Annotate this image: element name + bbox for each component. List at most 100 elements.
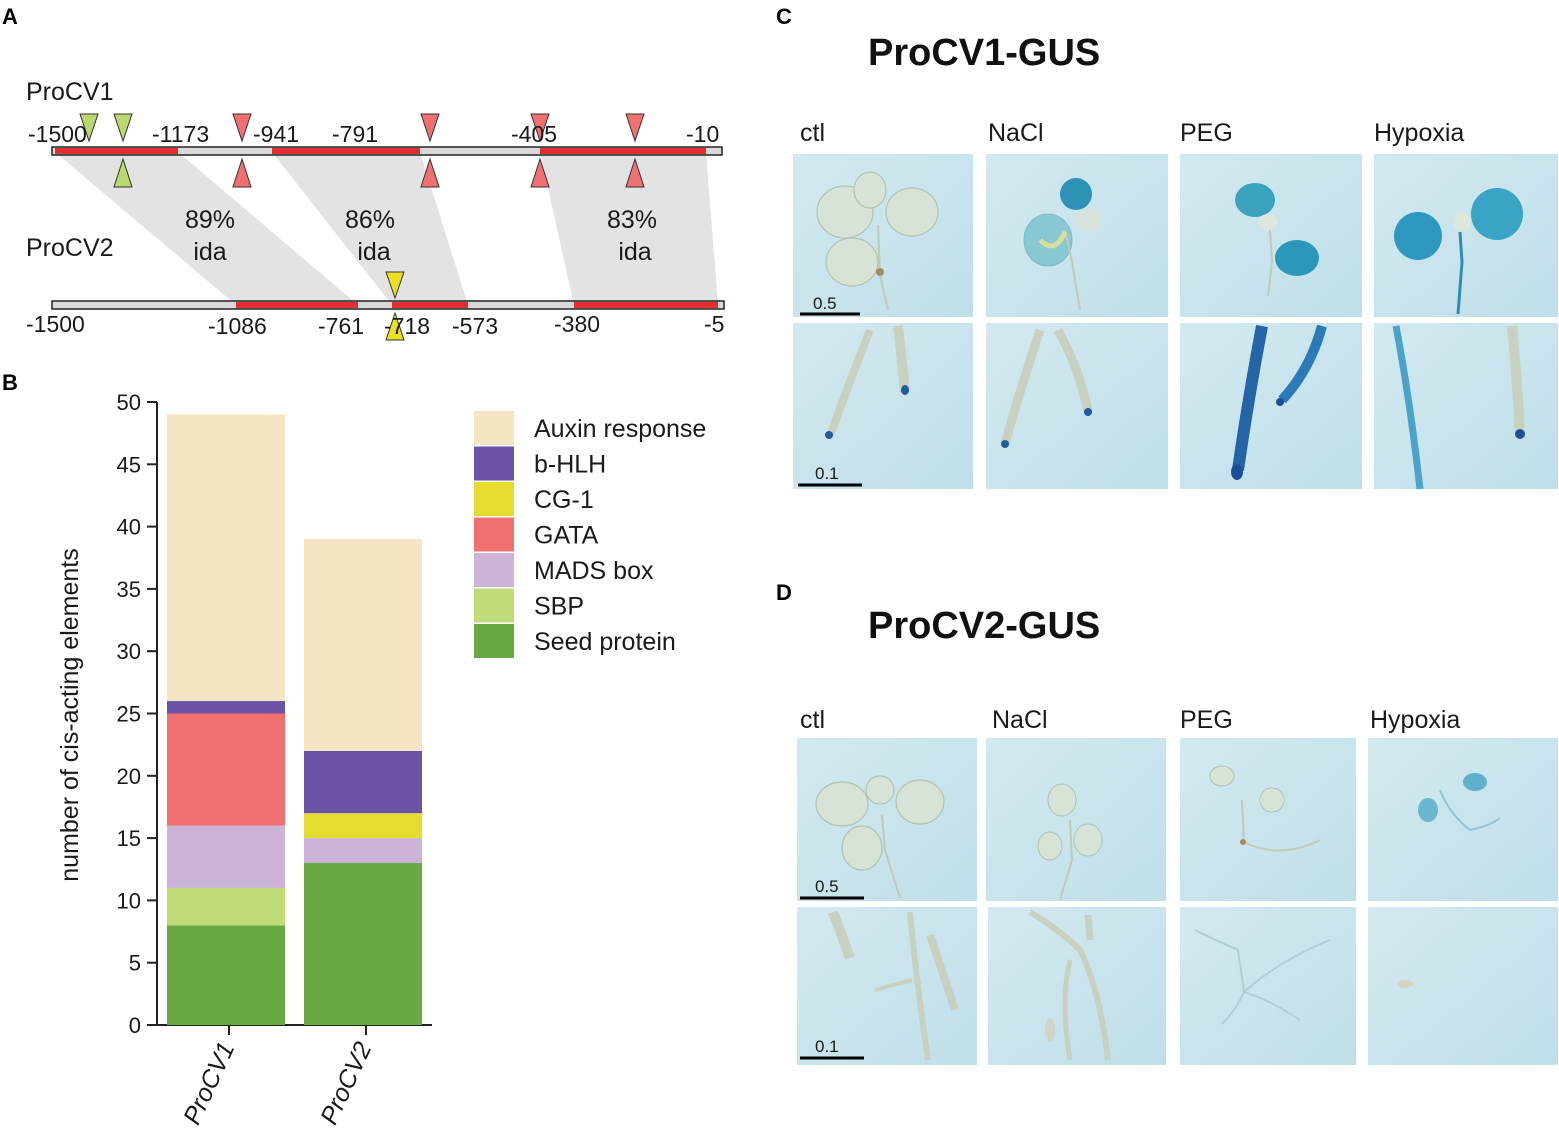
y-tick-label: 35 (117, 577, 141, 602)
legend-label: Auxin response (534, 415, 706, 443)
bar-group (167, 414, 422, 1025)
bar-segment (167, 925, 285, 1025)
procv1-label: ProCV1 (26, 78, 114, 106)
procv2-position: -761 (318, 313, 364, 339)
gata-marker-icon (420, 157, 440, 188)
y-tick-label: 20 (117, 764, 141, 789)
root-photo-peg (1180, 323, 1362, 489)
sbp-marker-icon (113, 113, 133, 143)
legend-swatch (474, 411, 514, 445)
tick-group: 0 5 10 15 20 25 30 35 40 45 50 (117, 390, 157, 1038)
panel-letter-c: C (776, 4, 792, 29)
bar-segment (304, 838, 422, 864)
identity-percent: 86% (345, 206, 395, 234)
procv2-position: -380 (554, 311, 600, 337)
procv2-position: -5 (704, 311, 724, 337)
procv1-position: -1500 (28, 121, 87, 147)
y-tick-label: 5 (129, 951, 141, 976)
x-tick-label-group: ProCV1 ProCV2 (178, 1025, 377, 1129)
sbp-marker-icon (113, 157, 133, 188)
procv1-position: -405 (511, 121, 557, 147)
y-tick-label: 45 (117, 452, 141, 477)
condition-label: ctl (800, 119, 825, 147)
condition-label: Hypoxia (1370, 706, 1460, 734)
condition-label: NaCl (988, 119, 1044, 147)
procv2-region (236, 302, 358, 308)
y-axis-title: number of cis-acting elements (56, 548, 84, 881)
gata-marker-icon (625, 113, 645, 143)
legend-swatch (474, 553, 514, 587)
y-tick-label: 0 (129, 1013, 141, 1038)
panel-c: C ProCV1-GUS ctl NaCl PEG Hypoxia 0.5 (776, 4, 1558, 490)
legend-swatch (474, 482, 514, 516)
procv2-position: -1086 (208, 313, 267, 339)
panel-a: A ProCV1 ProCV2 -1500 -1173 (2, 4, 725, 341)
seedling-photo-ctl: 0.5 (797, 738, 977, 901)
identity-word: ida (357, 238, 390, 266)
root-photo-nacl (988, 907, 1166, 1065)
seedling-photo-ctl: 0.5 (793, 154, 973, 317)
y-tick-label: 25 (117, 702, 141, 727)
legend-label: b-HLH (534, 451, 606, 479)
panel-d: D ProCV2-GUS ctl NaCl PEG Hypoxia 0.5 (776, 580, 1558, 1065)
sbp-marker-icon (79, 113, 99, 143)
gata-marker-icon (232, 157, 252, 188)
condition-label: ctl (800, 706, 825, 734)
legend-swatch (474, 446, 514, 481)
bar-segment (167, 887, 285, 926)
scale-bar-label: 0.1 (815, 464, 839, 483)
root-photo-ctl: 0.1 (797, 907, 977, 1065)
condition-label: Hypoxia (1374, 119, 1464, 147)
y-tick-label: 10 (117, 888, 141, 913)
bar-segment (304, 539, 422, 751)
procv1-position: -791 (332, 121, 378, 147)
procv1-region (540, 148, 706, 154)
identity-region-1 (55, 152, 358, 305)
root-photo-nacl (986, 323, 1168, 489)
procv2-region (392, 302, 468, 308)
seedling-photo-peg (1180, 738, 1356, 901)
legend-swatch (474, 588, 514, 623)
identity-word: ida (618, 238, 651, 266)
legend-swatch (474, 624, 514, 658)
condition-label: NaCl (992, 706, 1048, 734)
procv2-region (574, 302, 718, 308)
legend-label: GATA (534, 522, 599, 550)
condition-label: PEG (1180, 706, 1233, 734)
seedling-photo-hypoxia (1368, 738, 1558, 901)
procv2-label: ProCV2 (26, 234, 114, 262)
cg1-marker-icon (385, 271, 405, 300)
root-photo-hypoxia (1368, 907, 1558, 1065)
scale-bar-label: 0.5 (815, 877, 839, 896)
gata-marker-icon (530, 113, 550, 143)
seedling-photo-nacl (986, 738, 1166, 901)
procv1-region (55, 148, 178, 154)
gata-marker-icon (420, 113, 440, 143)
procv2-position: -1500 (26, 311, 85, 337)
root-photo-hypoxia (1374, 323, 1558, 490)
y-tick-label: 50 (117, 390, 141, 415)
y-tick-label: 15 (117, 826, 141, 851)
panel-d-title: ProCV2-GUS (868, 605, 1100, 647)
y-tick-label: 30 (117, 639, 141, 664)
scale-bar-label: 0.1 (815, 1037, 839, 1056)
legend-label: MADS box (534, 557, 654, 585)
scale-bar-label: 0.5 (813, 294, 837, 313)
condition-label: PEG (1180, 119, 1233, 147)
root-photo-ctl: 0.1 (793, 323, 973, 489)
y-tick-label: 40 (117, 515, 141, 540)
identity-region-3 (540, 152, 718, 305)
procv1-position: -10 (686, 121, 719, 147)
bar-segment (167, 414, 285, 702)
bar-segment (167, 701, 285, 714)
identity-percent: 89% (185, 206, 235, 234)
legend: Auxin response b-HLH CG-1 GATA MADS box SBP Se… (474, 411, 706, 658)
cg1-marker-icon (385, 311, 405, 341)
legend-label: Seed protein (534, 628, 676, 656)
identity-region-2 (272, 152, 468, 305)
panel-letter-a: A (2, 4, 18, 29)
bar-segment (304, 750, 422, 814)
panel-letter-b: B (2, 370, 18, 395)
legend-swatch (474, 517, 514, 552)
legend-label: SBP (534, 593, 584, 621)
